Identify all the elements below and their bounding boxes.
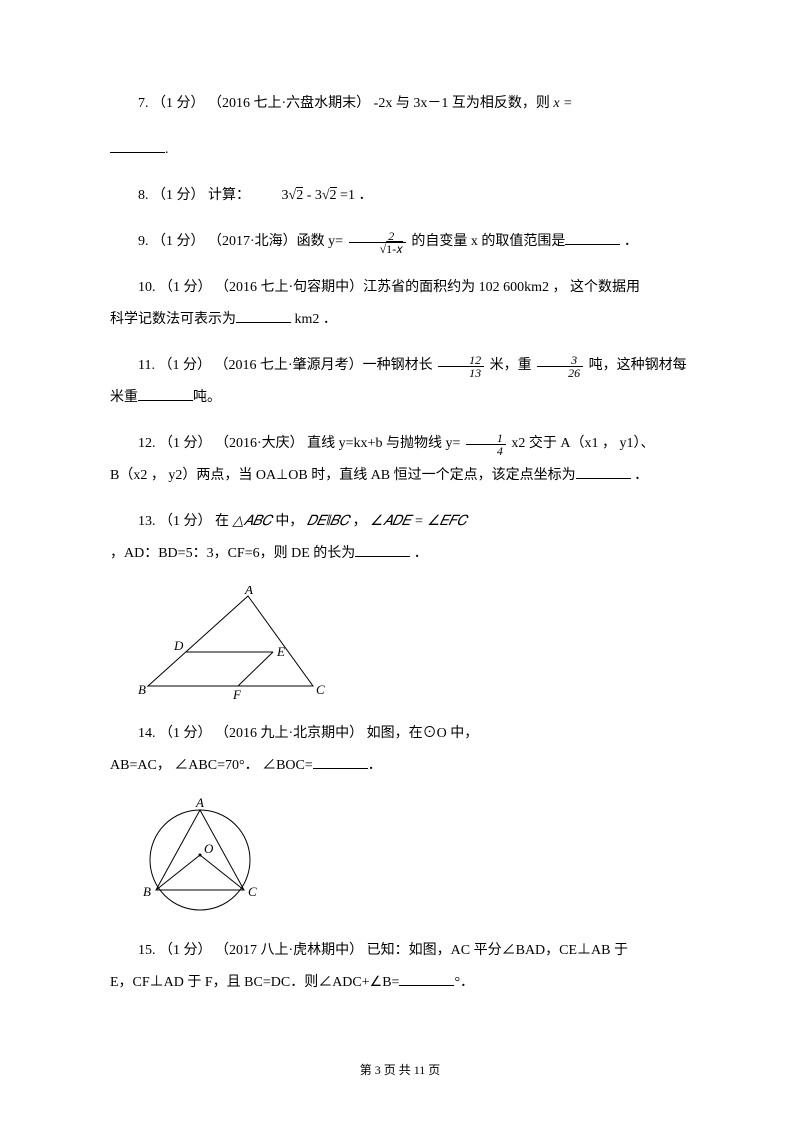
question-11: 11. （1 分） （2016 七上·肇源月考）一种钢材长 1213 米，重 3… [110,352,690,380]
question-10: 10. （1 分） （2016 七上·句容期中）江苏省的面积约为 102 600… [110,274,690,302]
q9-blank [565,231,620,245]
q15-l1: 15. （1 分） （2017 八上·虎林期中） 已知：如图，AC 平分∠BAD… [138,943,628,958]
q12-frac: 14 [466,432,506,457]
question-11-cont: 米重 吨。 [110,384,690,412]
c-lbl-C: C [248,884,257,899]
q10-l2a: 科学记数法可表示为 [110,312,236,327]
lbl-D: D [173,638,184,653]
q9-sqrt-inner: 1-𝑥 [386,241,403,256]
q12-l2: B（x2 ， y2）两点，当 OA⊥OB 时，直线 AB 恒过一个定点，该定点坐… [110,468,576,483]
q14-diagram: A B C O [138,798,690,923]
q7-text: 7. （1 分） （2016 七上·六盘水期末） -2x 与 3x－1 互为相反… [138,96,553,111]
q8-suffix: =1 ． [340,188,372,203]
q14-blank [313,755,368,769]
question-14-cont: AB=AC， ∠ABC=70°． ∠BOC= ． [110,752,690,780]
q11-blank [138,387,193,401]
q12-prefix: 12. （1 分） （2016·大庆） 直线 y=kx+b 与抛物线 y= [138,436,464,451]
q10-l1: 10. （1 分） （2016 七上·句容期中）江苏省的面积约为 102 600… [138,280,640,295]
q11-f1n: 12 [438,354,484,367]
triangle-diagram-icon: A B C D E F [138,586,338,701]
q11-prefix: 11. （1 分） （2016 七上·肇源月考）一种钢材长 [138,358,436,373]
q11-f2n: 3 [537,354,583,367]
q14-l2a: AB=AC， ∠ABC=70°． ∠BOC= [110,758,313,773]
q13-de: 𝐷𝐸∥𝐵𝐶 [307,514,349,529]
question-12-cont: B（x2 ， y2）两点，当 OA⊥OB 时，直线 AB 恒过一个定点，该定点坐… [110,462,690,490]
q9-suffix: 的自变量 x 的取值范围是 [411,234,565,249]
c-lbl-A: A [195,798,204,810]
q12-blank [576,465,631,479]
q11-f2d: 26 [537,367,583,379]
q15-l2b: °． [454,975,474,990]
lbl-B: B [138,682,146,697]
q15-l2a: E，CF⊥AD 于 F，且 BC=DC．则∠ADC+∠B= [110,975,399,990]
page-container: { "q7": { "prefix": "7. （1 分） （2016 七上·六… [0,0,800,1132]
q8-rad1: 2 [296,187,303,203]
lbl-C: C [316,682,325,697]
question-10-cont: 科学记数法可表示为 km2 ． [110,306,690,334]
q13-ang: ∠𝐴𝐷𝐸 = ∠𝐸𝐹𝐶 [370,514,467,529]
q8-coef2: 3 [315,188,322,203]
q13-diagram: A B C D E F [138,586,690,706]
q11-frac2: 326 [537,354,583,379]
lbl-A: A [244,586,253,597]
q9-end: ． [620,234,638,249]
question-14: 14. （1 分） （2016 九上·北京期中） 如图，在⊙O 中， [110,720,690,748]
q8-rad2: 2 [330,187,337,203]
q13-tri: △𝐴𝐵𝐶 [233,514,272,529]
q12-fn: 1 [466,432,506,445]
q8-prefix: 8. （1 分） 计算： [138,188,250,203]
question-12: 12. （1 分） （2016·大庆） 直线 y=kx+b 与抛物线 y= 14… [110,430,690,458]
question-13-cont: ，AD：BD=5：3，CF=6，则 DE 的长为 ． [110,540,690,568]
q7-blank [110,139,165,153]
q12-fd: 4 [466,445,506,457]
q13-mid2: ， [353,514,371,529]
q8-expr: 3√2 - 3√2 [254,182,337,210]
question-13: 13. （1 分） 在 △𝐴𝐵𝐶 中， 𝐷𝐸∥𝐵𝐶 ， ∠𝐴𝐷𝐸 = ∠𝐸𝐹𝐶 [110,508,690,536]
q11-l2a: 米重 [110,390,138,405]
c-lbl-O: O [204,841,214,856]
question-8: 8. （1 分） 计算： 3√2 - 3√2 =1 ． [110,182,690,210]
q11-frac1: 1213 [438,354,484,379]
question-9: 9. （1 分） （2017·北海）函数 y= 2 √1-𝑥 的自变量 x 的取… [110,228,690,256]
q9-prefix: 9. （1 分） （2017·北海）函数 y= [138,234,347,249]
q11-mid: 米，重 [490,358,536,373]
circle-diagram-icon: A B C O [138,798,268,918]
q14-l1: 14. （1 分） （2016 九上·北京期中） 如图，在⊙O 中， [138,726,478,741]
q12-end: ． [631,468,649,483]
question-15: 15. （1 分） （2017 八上·虎林期中） 已知：如图，AC 平分∠BAD… [110,937,690,965]
q12-suffix: x2 交于 A（x1 ， y1）、 [511,436,654,451]
q13-prefix: 13. （1 分） 在 [138,514,233,529]
lbl-F: F [232,687,242,701]
question-7: 7. （1 分） （2016 七上·六盘水期末） -2x 与 3x－1 互为相反… [110,90,690,118]
q11-suffix: 吨，这种钢材每 [589,358,687,373]
q13-l2a: ，AD：BD=5：3，CF=6，则 DE 的长为 [110,546,355,561]
q14-l2b: ． [368,758,382,773]
q10-blank [236,309,291,323]
q11-l2b: 吨。 [193,390,221,405]
q7-var: x = [553,96,572,111]
question-7-cont: . [110,136,690,164]
q13-l2b: ． [410,546,428,561]
q11-f1d: 13 [438,367,484,379]
q13-blank [355,543,410,557]
q13-mid: 中， [275,514,307,529]
c-lbl-B: B [143,884,151,899]
q9-fraction: 2 √1-𝑥 [349,230,406,255]
question-15-cont: E，CF⊥AD 于 F，且 BC=DC．则∠ADC+∠B= °． [110,969,690,997]
lbl-E: E [276,644,285,659]
q15-blank [399,972,454,986]
q8-coef1: 3 [282,188,289,203]
page-footer: 第 3 页 共 11 页 [0,1061,800,1078]
q9-den: √1-𝑥 [349,243,406,255]
q10-l2b: km2 ． [291,312,337,327]
q7-suffix: . [165,142,169,157]
